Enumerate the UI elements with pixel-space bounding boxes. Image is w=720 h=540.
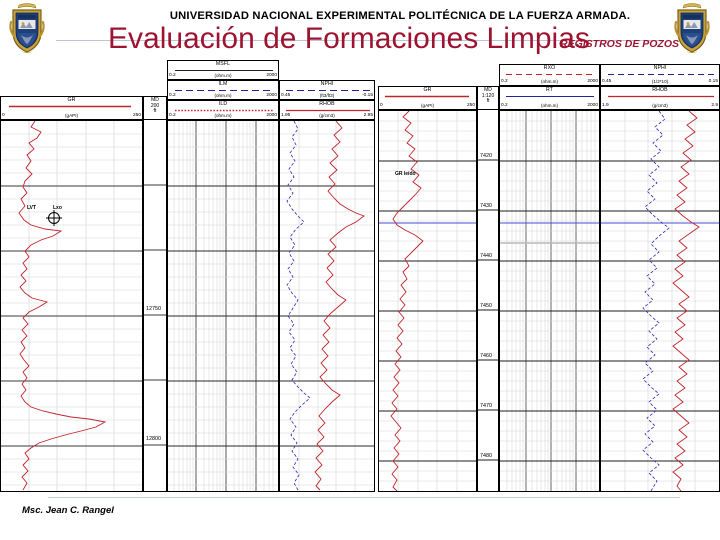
curve-max: 2.9 [711,103,718,108]
curve-max: 2000 [587,79,598,84]
right-depth-track: 7420 7430 7440 7450 7460 7470 7480 [477,110,499,492]
curve-unit: (ohm.m) [540,79,559,84]
curve-min: 0.2 [169,113,176,118]
right-resistivity-track-plot [499,110,600,492]
depth-tick-label: 7440 [479,253,493,259]
left-track-header-nphi: NPHI 0.45 (ft3/ft3) -0.15 [279,80,375,100]
curve-min: 0 [2,113,5,118]
depth-scale: 200 [150,102,160,109]
depth-tick-label: 7420 [479,153,493,159]
curve-min: 0.2 [501,79,508,84]
curve-min: 0.2 [169,93,176,98]
curve-max: 2.95 [363,113,373,118]
curve-name: MSFL [215,61,231,67]
depth-unit: ft [153,108,157,115]
curve-name: ILM [218,81,228,87]
page-title: Evaluación de Formaciones Limpias [108,22,590,55]
depth-tick-label: 12800 [145,436,162,442]
footer-divider [48,497,680,498]
curve-max: 2000 [266,113,277,118]
curve-max: 2000 [266,73,277,78]
left-depth-track: 12750 12800 [143,120,167,492]
curve-min: 0.45 [602,79,612,84]
left-well-log-figure: GR 0 (gAPI) 250 MD 200 ft MSFL 0.2 (ohm.… [0,60,378,492]
right-track-header-rxo: RXO 0.2 (ohm.m) 2000 [499,64,600,86]
right-porosity-track-plot [600,110,720,492]
depth-unit: ft [486,98,490,105]
curve-unit: (g/cm3) [652,103,668,108]
left-track-header-ild: ILD 0.2 (ohm.m) 2000 [167,100,279,120]
depth-label: MD [484,87,492,93]
unefa-crest-logo-right [672,2,712,54]
depth-tick-label: 12750 [145,306,162,312]
curve-unit: (ft3/ft3) [319,93,335,98]
curve-min: 0.45 [281,93,291,98]
curve-min: 0 [380,103,383,108]
depth-tick-label: 7460 [479,353,493,359]
curve-name: NPHI [320,81,334,87]
curve-unit: (ohm.m) [214,93,232,98]
curve-unit: (1/2*10) [651,79,669,84]
left-track-header-ilm: ILM 0.2 (ohm.m) 2000 [167,80,279,100]
right-gr-track-plot: GR leído [378,110,477,492]
curve-name: ILD [218,101,228,107]
header-divider-top [56,40,664,41]
curve-name: RT [545,87,554,93]
footer-author: Msc. Jean C. Rangel [22,505,114,516]
curve-min: 0.2 [169,73,176,78]
curve-name: GR [423,87,432,93]
curve-name: RHOB [319,101,335,107]
left-porosity-track-plot [279,120,375,492]
right-track-header-rt: RT 0.2 (ohm.m) 2000 [499,86,600,110]
right-depth-track-header: MD 1:120 ft [477,86,499,110]
curve-max: 250 [466,103,475,108]
left-track-header-rhob: RHOB 1.95 (g/cm3) 2.95 [279,100,375,120]
curve-max: -0.15 [362,93,373,98]
right-track-header-gr: GR 0 (gAPI) 250 [378,86,477,110]
curve-name: GR [67,97,76,103]
left-track-header-gr: GR 0 (gAPI) 250 [0,96,143,120]
left-depth-track-header: MD 200 ft [143,96,167,120]
curve-min: 1.9 [602,103,609,108]
curve-unit: (gAPI) [64,113,79,118]
right-annotation-gr-leido: GR leído [395,171,416,177]
left-annotation-lxo: Lxo [53,205,62,211]
curve-name: NPHI [653,65,667,71]
curve-min: 0.2 [501,103,508,108]
depth-tick-label: 7480 [479,453,493,459]
curve-unit: (g/cm3) [319,113,335,118]
depth-tick-label: 7450 [479,303,493,309]
depth-tick-label: 7470 [479,403,493,409]
right-well-log-figure: GR 0 (gAPI) 250 MD 1:120 ft RXO 0.2 (ohm… [378,62,720,492]
curve-unit: (ohm.m) [214,113,232,118]
page-subtitle: REGISTROS DE POZOS [560,38,680,50]
curve-unit: (ohm.m) [214,73,232,78]
left-resistivity-track-plot [167,120,279,492]
left-annotation-lvt: LVT [27,205,37,211]
depth-label: MD [151,97,159,103]
curve-max: 2000 [266,93,277,98]
curve-name: RXO [543,65,556,71]
curve-max: 0.15 [708,79,718,84]
depth-tick-label: 7430 [479,203,493,209]
left-gr-track-plot: LVT Lxo [0,120,143,492]
university-line: UNIVERSIDAD NACIONAL EXPERIMENTAL POLITÉ… [169,10,631,22]
curve-unit: (gAPI) [420,103,435,108]
curve-min: 1.95 [281,113,291,118]
curve-name: RHOB [652,87,668,93]
depth-scale: 1:120 [481,92,495,99]
curve-max: 2000 [587,103,598,108]
unefa-crest-logo-left [7,2,47,54]
left-track-header-msfl: MSFL 0.2 (ohm.m) 2000 [167,60,279,80]
curve-max: 250 [132,113,141,118]
curve-unit: (ohm.m) [540,103,559,108]
right-track-header-rhob: RHOB 1.9 (g/cm3) 2.9 [600,86,720,110]
right-track-header-nphi: NPHI 0.45 (1/2*10) 0.15 [600,64,720,86]
